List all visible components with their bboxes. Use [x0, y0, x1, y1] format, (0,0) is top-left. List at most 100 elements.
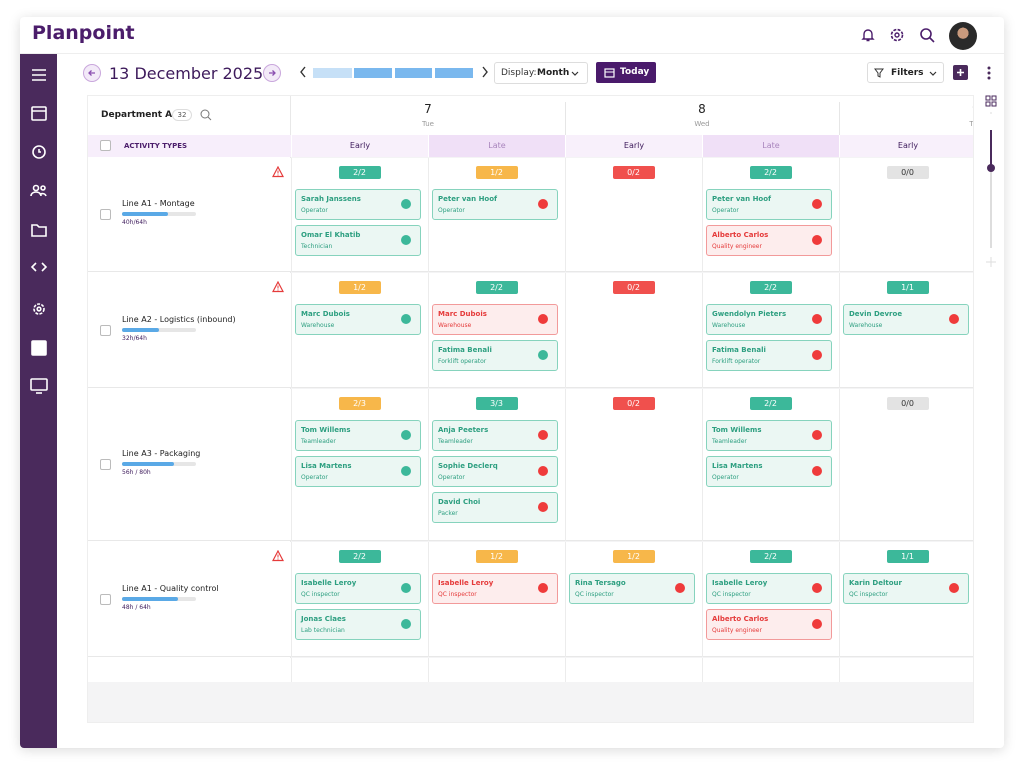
cell-divider — [565, 273, 566, 388]
assignment-card[interactable]: Fatima Benali Forklift operator — [706, 340, 832, 371]
status-dot — [949, 314, 959, 324]
employee-role: Quality engineer — [712, 243, 762, 250]
staffing-badge: 2/2 — [749, 550, 792, 563]
cell-divider — [565, 158, 566, 272]
assignment-card[interactable]: Marc Dubois Warehouse — [432, 304, 558, 335]
assignment-card[interactable]: Fatima Benali Forklift operator — [432, 340, 558, 371]
assignment-card[interactable]: Lisa Martens Operator — [706, 456, 832, 487]
assignment-card[interactable]: Gwendolyn Pieters Warehouse — [706, 304, 832, 335]
day-number: 8 — [698, 102, 706, 116]
cell-divider — [428, 273, 429, 388]
display-dropdown[interactable]: Display: Month — [494, 62, 588, 84]
day-name: Wed — [694, 120, 710, 128]
zoom-rail[interactable] — [982, 93, 1000, 271]
add-button[interactable] — [953, 65, 969, 81]
sidebar-icons[interactable] — [20, 54, 57, 414]
status-dot — [401, 430, 411, 440]
employee-role: Forklift operator — [438, 358, 487, 365]
assignment-card[interactable]: Karin Deltour QC inspector — [843, 573, 969, 604]
next-date-button[interactable] — [262, 63, 282, 83]
status-dot — [401, 583, 411, 593]
assignment-card[interactable]: Rina Tersago QC inspector — [569, 573, 695, 604]
employee-role: QC inspector — [712, 591, 751, 598]
row-checkbox[interactable] — [100, 324, 111, 336]
search-icon[interactable] — [919, 27, 935, 43]
assignment-card[interactable]: Alberto Carlos Quality engineer — [706, 609, 832, 640]
day-separator — [839, 102, 840, 135]
assignment-card[interactable]: Omar El Khatib Technician — [295, 225, 421, 256]
warning-icon — [272, 166, 284, 178]
prev-date-button[interactable] — [82, 63, 102, 83]
status-dot — [401, 235, 411, 245]
more-button[interactable] — [985, 65, 993, 81]
current-date: 13 December 2025 — [109, 64, 264, 83]
employee-role: Lab technician — [301, 627, 345, 634]
today-button[interactable]: Today — [596, 62, 656, 83]
select-all-checkbox[interactable] — [100, 140, 111, 151]
staffing-badge: 0/2 — [612, 281, 655, 294]
assignment-card[interactable]: Sarah Janssens Operator — [295, 189, 421, 220]
day-separator — [565, 102, 566, 135]
employee-name: Sophie Declerq — [438, 462, 498, 470]
warning-icon — [272, 550, 284, 562]
day-number: 7 — [424, 102, 432, 116]
avatar[interactable] — [949, 22, 977, 50]
employee-role: Warehouse — [301, 322, 335, 329]
assignment-card[interactable]: Tom Willems Teamleader — [706, 420, 832, 451]
logo[interactable]: Planpoint — [32, 22, 135, 44]
employee-name: Tom Willems — [301, 426, 351, 434]
row-checkbox[interactable] — [100, 593, 111, 605]
status-dot — [538, 314, 548, 324]
staffing-badge: 2/2 — [338, 166, 381, 179]
staffing-badge: 1/1 — [886, 281, 929, 294]
assignment-card[interactable]: Tom Willems Teamleader — [295, 420, 421, 451]
assignment-card[interactable]: David Choi Packer — [432, 492, 558, 523]
assignment-card[interactable]: Devin Devroe Warehouse — [843, 304, 969, 335]
status-dot — [538, 583, 548, 593]
staffing-badge: 2/2 — [338, 550, 381, 563]
shift-header: Late — [428, 135, 565, 157]
day-name: Tue — [422, 120, 434, 128]
day-header — [291, 96, 973, 135]
status-dot — [812, 466, 822, 476]
employee-name: Fatima Benali — [438, 346, 492, 354]
assignment-card[interactable]: Alberto Carlos Quality engineer — [706, 225, 832, 256]
employee-role: Operator — [438, 207, 465, 214]
cell-divider — [839, 542, 840, 657]
employee-name: Gwendolyn Pieters — [712, 310, 787, 318]
employee-name: Isabelle Leroy — [712, 579, 768, 587]
assignment-card[interactable]: Lisa Martens Operator — [295, 456, 421, 487]
staffing-badge: 1/2 — [338, 281, 381, 294]
status-dot — [401, 314, 411, 324]
assignment-card[interactable]: Sophie Declerq Operator — [432, 456, 558, 487]
panel-search-icon[interactable] — [200, 109, 212, 121]
cell-divider — [702, 389, 703, 541]
employee-role: Teamleader — [301, 438, 336, 445]
employee-name: Tom Willems — [712, 426, 762, 434]
employee-role: QC inspector — [301, 591, 340, 598]
assignment-card[interactable]: Peter van Hoof Operator — [432, 189, 558, 220]
assignment-card[interactable]: Anja Peeters Teamleader — [432, 420, 558, 451]
employee-name: Peter van Hoof — [438, 195, 498, 203]
cell-divider — [839, 273, 840, 388]
settings-icon[interactable] — [889, 27, 905, 43]
employee-name: Peter van Hoof — [712, 195, 772, 203]
bell-icon[interactable] — [860, 27, 876, 43]
assignment-card[interactable]: Peter van Hoof Operator — [706, 189, 832, 220]
assignment-card[interactable]: Jonas Claes Lab technician — [295, 609, 421, 640]
assignment-card[interactable]: Isabelle Leroy QC inspector — [706, 573, 832, 604]
assignment-card[interactable]: Isabelle Leroy QC inspector — [432, 573, 558, 604]
employee-name: Marc Dubois — [301, 310, 350, 318]
row-checkbox[interactable] — [100, 209, 111, 220]
status-dot — [538, 430, 548, 440]
display-value: Month — [537, 68, 570, 78]
row-checkbox[interactable] — [100, 459, 111, 470]
employee-role: Warehouse — [849, 322, 883, 329]
staffing-badge: 2/2 — [749, 166, 792, 179]
status-dot — [812, 350, 822, 360]
staffing-badge: 2/2 — [749, 397, 792, 410]
filters-button[interactable]: Filters — [867, 62, 944, 83]
assignment-card[interactable]: Isabelle Leroy QC inspector — [295, 573, 421, 604]
assignment-card[interactable]: Marc Dubois Warehouse — [295, 304, 421, 335]
period-scroller[interactable] — [298, 64, 490, 80]
